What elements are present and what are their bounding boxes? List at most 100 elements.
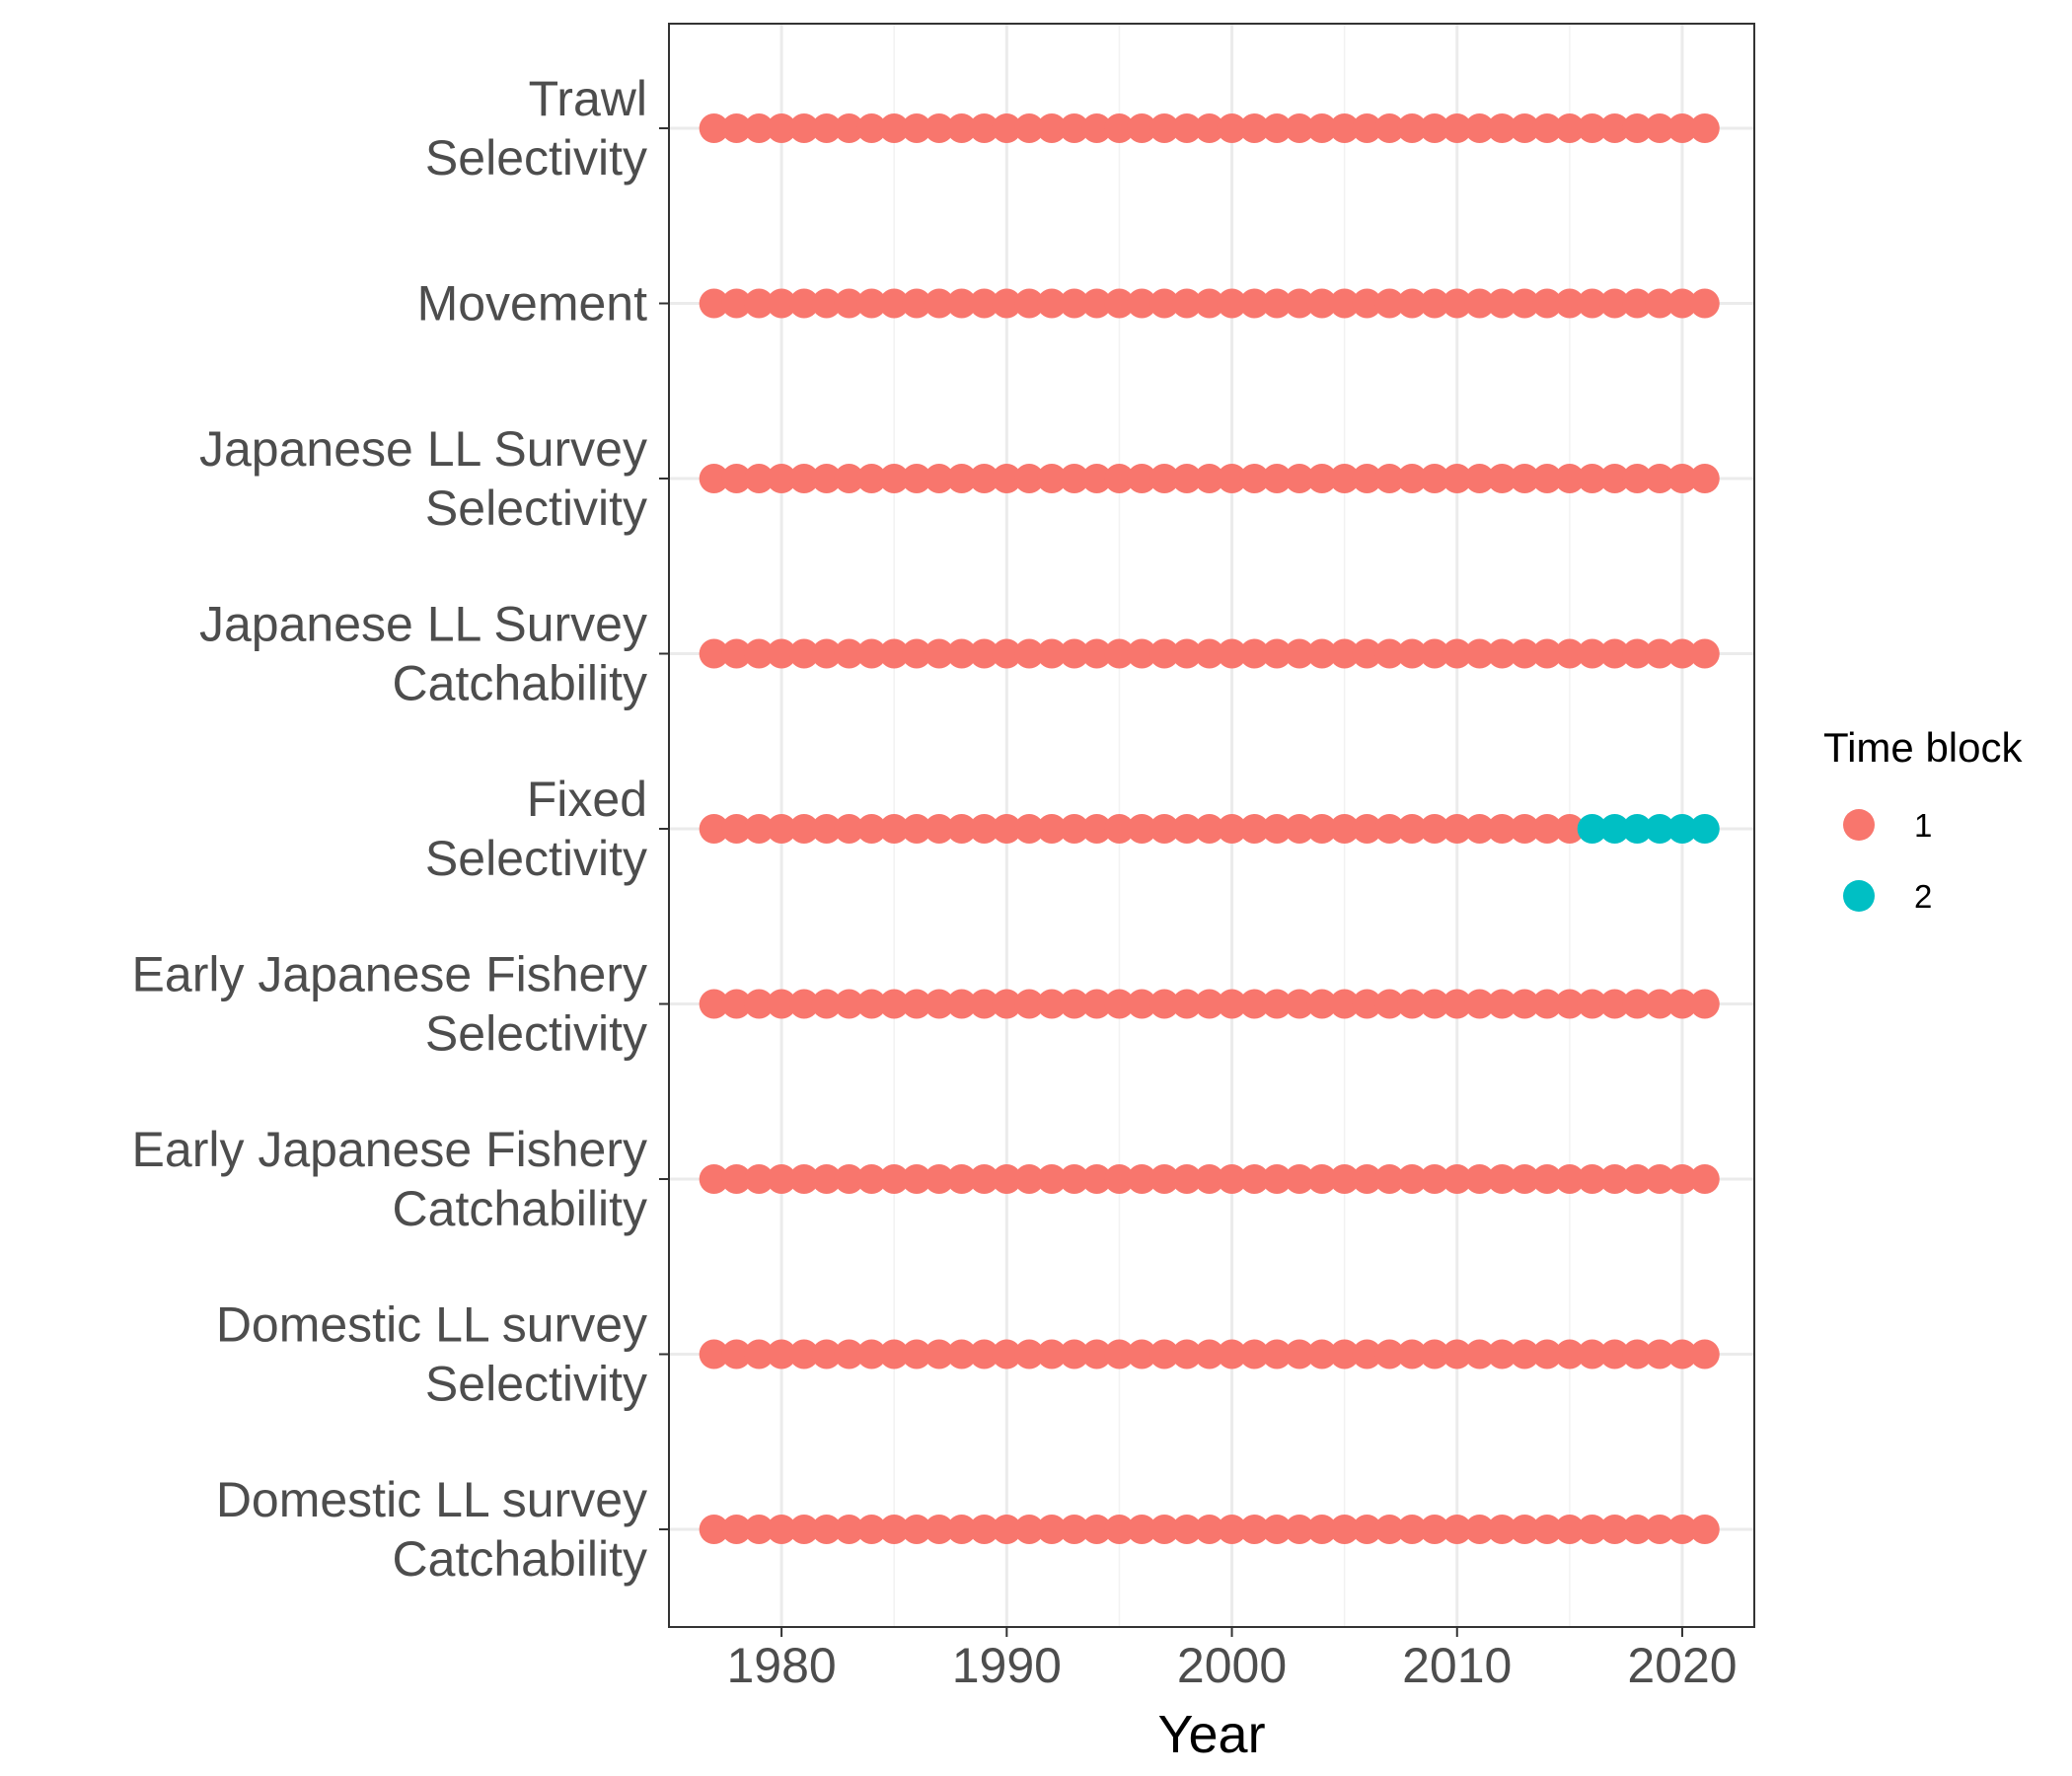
data-point — [1599, 638, 1630, 669]
data-point — [699, 1515, 729, 1544]
data-point — [1081, 814, 1112, 844]
data-point — [1194, 1339, 1224, 1369]
data-point — [1329, 814, 1360, 844]
data-point — [1374, 113, 1405, 143]
data-point — [834, 1164, 864, 1194]
data-point — [1149, 113, 1180, 143]
data-point — [1036, 1515, 1067, 1544]
data-point — [1306, 814, 1337, 844]
data-point — [1306, 113, 1337, 143]
data-point — [1577, 814, 1607, 844]
data-point — [1622, 1339, 1653, 1369]
data-point — [1554, 1164, 1585, 1194]
data-point — [834, 814, 864, 844]
data-point — [1510, 989, 1540, 1019]
x-tick-label: 1980 — [726, 1638, 836, 1693]
data-point — [788, 464, 819, 493]
data-point — [1239, 464, 1270, 493]
data-point — [1577, 638, 1607, 669]
data-point — [1104, 989, 1135, 1019]
data-point — [1599, 1515, 1630, 1544]
y-tick-label: Japanese LL Survey — [199, 421, 647, 477]
data-point — [1059, 989, 1089, 1019]
data-point — [1329, 989, 1360, 1019]
data-point — [834, 638, 864, 669]
data-point — [1374, 814, 1405, 844]
data-point — [856, 1339, 887, 1369]
data-point — [811, 1515, 842, 1544]
data-point — [1081, 1515, 1112, 1544]
data-point — [856, 814, 887, 844]
data-point — [1306, 288, 1337, 319]
data-point — [1171, 989, 1202, 1019]
data-point — [1036, 989, 1067, 1019]
data-point — [946, 989, 977, 1019]
data-point — [788, 814, 819, 844]
data-point — [1554, 638, 1585, 669]
y-tick-label: Catchability — [393, 656, 647, 711]
data-point — [856, 989, 887, 1019]
data-point — [1149, 638, 1180, 669]
data-point — [1464, 288, 1495, 319]
data-point — [1127, 1515, 1157, 1544]
data-point — [1352, 638, 1382, 669]
data-point — [946, 464, 977, 493]
data-point — [992, 638, 1022, 669]
data-point — [1194, 1164, 1224, 1194]
data-point — [1397, 464, 1428, 493]
data-point — [879, 638, 910, 669]
data-point — [699, 1164, 729, 1194]
data-point — [788, 989, 819, 1019]
y-tick-label: Selectivity — [425, 1006, 647, 1062]
data-point — [1397, 113, 1428, 143]
y-tick-label: Movement — [417, 276, 648, 332]
data-point — [1419, 814, 1449, 844]
data-point — [1645, 464, 1675, 493]
data-point — [1262, 1515, 1293, 1544]
data-point — [1059, 638, 1089, 669]
data-point — [1059, 113, 1089, 143]
data-point — [1329, 288, 1360, 319]
data-point — [834, 288, 864, 319]
data-point — [767, 1339, 797, 1369]
data-point — [924, 464, 954, 493]
data-point — [1329, 464, 1360, 493]
data-point — [924, 113, 954, 143]
data-point — [902, 638, 932, 669]
data-point — [902, 814, 932, 844]
data-point — [879, 989, 910, 1019]
data-point — [1149, 814, 1180, 844]
data-point — [1059, 1164, 1089, 1194]
y-tick-label: Domestic LL survey — [216, 1472, 647, 1527]
data-point — [1104, 113, 1135, 143]
data-point — [946, 1339, 977, 1369]
data-point — [1285, 814, 1315, 844]
y-tick-label: Selectivity — [425, 831, 647, 886]
data-point — [1329, 1339, 1360, 1369]
data-point — [1149, 288, 1180, 319]
data-point — [1081, 1164, 1112, 1194]
data-point — [1036, 1339, 1067, 1369]
data-point — [1104, 464, 1135, 493]
data-point — [744, 113, 775, 143]
data-point — [856, 638, 887, 669]
data-point — [1666, 989, 1697, 1019]
data-point — [1622, 989, 1653, 1019]
data-point — [992, 288, 1022, 319]
data-point — [699, 113, 729, 143]
data-point — [1262, 638, 1293, 669]
data-point — [1622, 288, 1653, 319]
y-tick-label: Catchability — [393, 1181, 647, 1236]
y-tick-label: Trawl — [529, 71, 647, 126]
data-point — [1262, 464, 1293, 493]
data-point — [902, 464, 932, 493]
data-point — [1239, 1515, 1270, 1544]
data-point — [992, 1339, 1022, 1369]
data-point — [1149, 1164, 1180, 1194]
data-point — [1194, 113, 1224, 143]
data-point — [1622, 464, 1653, 493]
data-point — [1442, 1164, 1472, 1194]
data-point — [1194, 638, 1224, 669]
data-point — [1014, 1164, 1045, 1194]
data-point — [1149, 989, 1180, 1019]
